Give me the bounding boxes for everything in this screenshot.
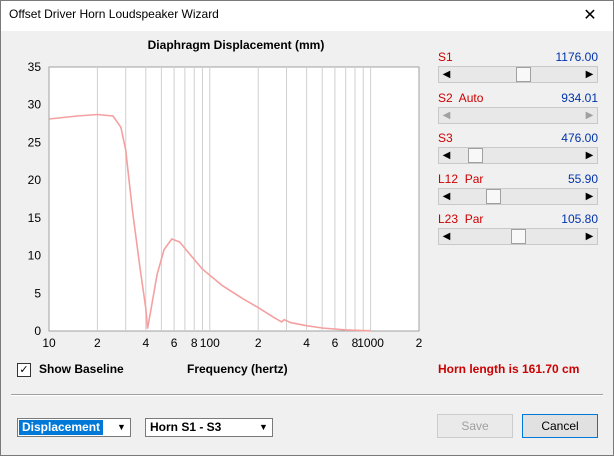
horn-select[interactable]: Horn S1 - S3 ▼ — [145, 418, 273, 437]
close-icon[interactable]: ✕ — [583, 7, 597, 24]
scroll-left-arrow-icon[interactable]: ◀ — [442, 150, 451, 161]
displacement-series-line — [48, 113, 371, 332]
control-scrollbar[interactable]: ◀ ▶ — [438, 228, 598, 245]
x-tick-label: 4 — [303, 336, 310, 350]
control-label: L12 Par — [438, 172, 484, 186]
scroll-right-arrow-icon[interactable]: ▶ — [585, 69, 594, 80]
y-tick-label: 25 — [28, 135, 42, 149]
y-tick-label: 20 — [28, 173, 42, 187]
y-tick-label: 5 — [34, 286, 41, 300]
control-value: 55.90 — [567, 172, 598, 186]
x-tick-label: 100 — [200, 336, 220, 350]
scroll-left-arrow-icon[interactable]: ◀ — [442, 191, 451, 202]
control-scrollbar[interactable]: ◀ ▶ — [438, 66, 598, 83]
title-bar: Offset Driver Horn Loudspeaker Wizard ✕ — [1, 1, 613, 31]
y-tick-label: 15 — [28, 211, 42, 225]
control-value: 934.01 — [561, 91, 598, 105]
scroll-thumb[interactable] — [516, 67, 532, 82]
scroll-thumb[interactable] — [510, 229, 526, 244]
scroll-thumb[interactable] — [467, 148, 483, 163]
control-1: S2 Auto 934.01 ◀ ▶ — [438, 91, 598, 125]
horn-length-status: Horn length is 161.70 cm — [438, 362, 580, 376]
control-scrollbar[interactable]: ◀ ▶ — [438, 188, 598, 205]
cancel-button[interactable]: Cancel — [522, 414, 598, 438]
horn-select-value: Horn S1 - S3 — [150, 420, 222, 434]
view-select-value: Displacement — [19, 420, 104, 435]
chart-title: Diaphragm Displacement (mm) — [147, 38, 325, 52]
scroll-thumb[interactable] — [485, 189, 501, 204]
x-tick-label: 1000 — [357, 336, 384, 350]
control-0: S1 1176.00 ◀ ▶ — [438, 50, 598, 84]
scroll-right-arrow-icon: ▶ — [585, 110, 594, 121]
x-tick-label: 4 — [142, 336, 149, 350]
control-label: S3 — [438, 131, 453, 145]
y-tick-label: 30 — [28, 98, 42, 112]
control-scrollbar[interactable]: ◀ ▶ — [438, 147, 598, 164]
chevron-down-icon[interactable]: ▼ — [259, 422, 268, 432]
x-tick-label: 2 — [416, 336, 423, 350]
control-value: 476.00 — [561, 131, 598, 145]
control-3: L12 Par 55.90 ◀ ▶ — [438, 172, 598, 206]
x-tick-label: 2 — [94, 336, 101, 350]
control-scrollbar: ◀ ▶ — [438, 107, 598, 124]
window-title: Offset Driver Horn Loudspeaker Wizard — [9, 7, 219, 21]
scroll-left-arrow-icon[interactable]: ◀ — [442, 69, 451, 80]
show-baseline-checkbox[interactable]: ✓ — [17, 363, 31, 377]
control-label: S2 Auto — [438, 91, 484, 105]
y-tick-label: 10 — [28, 249, 42, 263]
chart-grid — [96, 67, 372, 331]
show-baseline-label: Show Baseline — [39, 362, 124, 376]
x-tick-label: 2 — [255, 336, 262, 350]
save-button[interactable]: Save — [437, 414, 513, 438]
scroll-right-arrow-icon[interactable]: ▶ — [585, 191, 594, 202]
x-tick-label: 6 — [171, 336, 178, 350]
x-axis-label: Frequency (hertz) — [187, 362, 288, 376]
control-value: 105.80 — [561, 212, 598, 226]
x-tick-label: 6 — [332, 336, 339, 350]
x-tick-label: 8 — [191, 336, 198, 350]
scroll-left-arrow-icon: ◀ — [442, 110, 451, 121]
separator — [11, 394, 603, 396]
control-label: L23 Par — [438, 212, 484, 226]
control-label: S1 — [438, 50, 453, 64]
control-2: S3 476.00 ◀ ▶ — [438, 131, 598, 165]
y-tick-label: 35 — [28, 60, 42, 74]
y-tick-label: 0 — [34, 324, 41, 338]
chevron-down-icon[interactable]: ▼ — [117, 422, 126, 432]
plot-area — [48, 66, 420, 332]
x-tick-label: 10 — [42, 336, 56, 350]
scroll-left-arrow-icon[interactable]: ◀ — [442, 231, 451, 242]
scroll-right-arrow-icon[interactable]: ▶ — [585, 150, 594, 161]
control-4: L23 Par 105.80 ◀ ▶ — [438, 212, 598, 246]
x-tick-label: 8 — [352, 336, 359, 350]
view-select[interactable]: Displacement ▼ — [17, 418, 131, 437]
y-tick-labels: 0 5 10 15 20 25 30 35 — [28, 60, 42, 338]
control-value: 1176.00 — [555, 50, 599, 64]
scroll-right-arrow-icon[interactable]: ▶ — [585, 231, 594, 242]
